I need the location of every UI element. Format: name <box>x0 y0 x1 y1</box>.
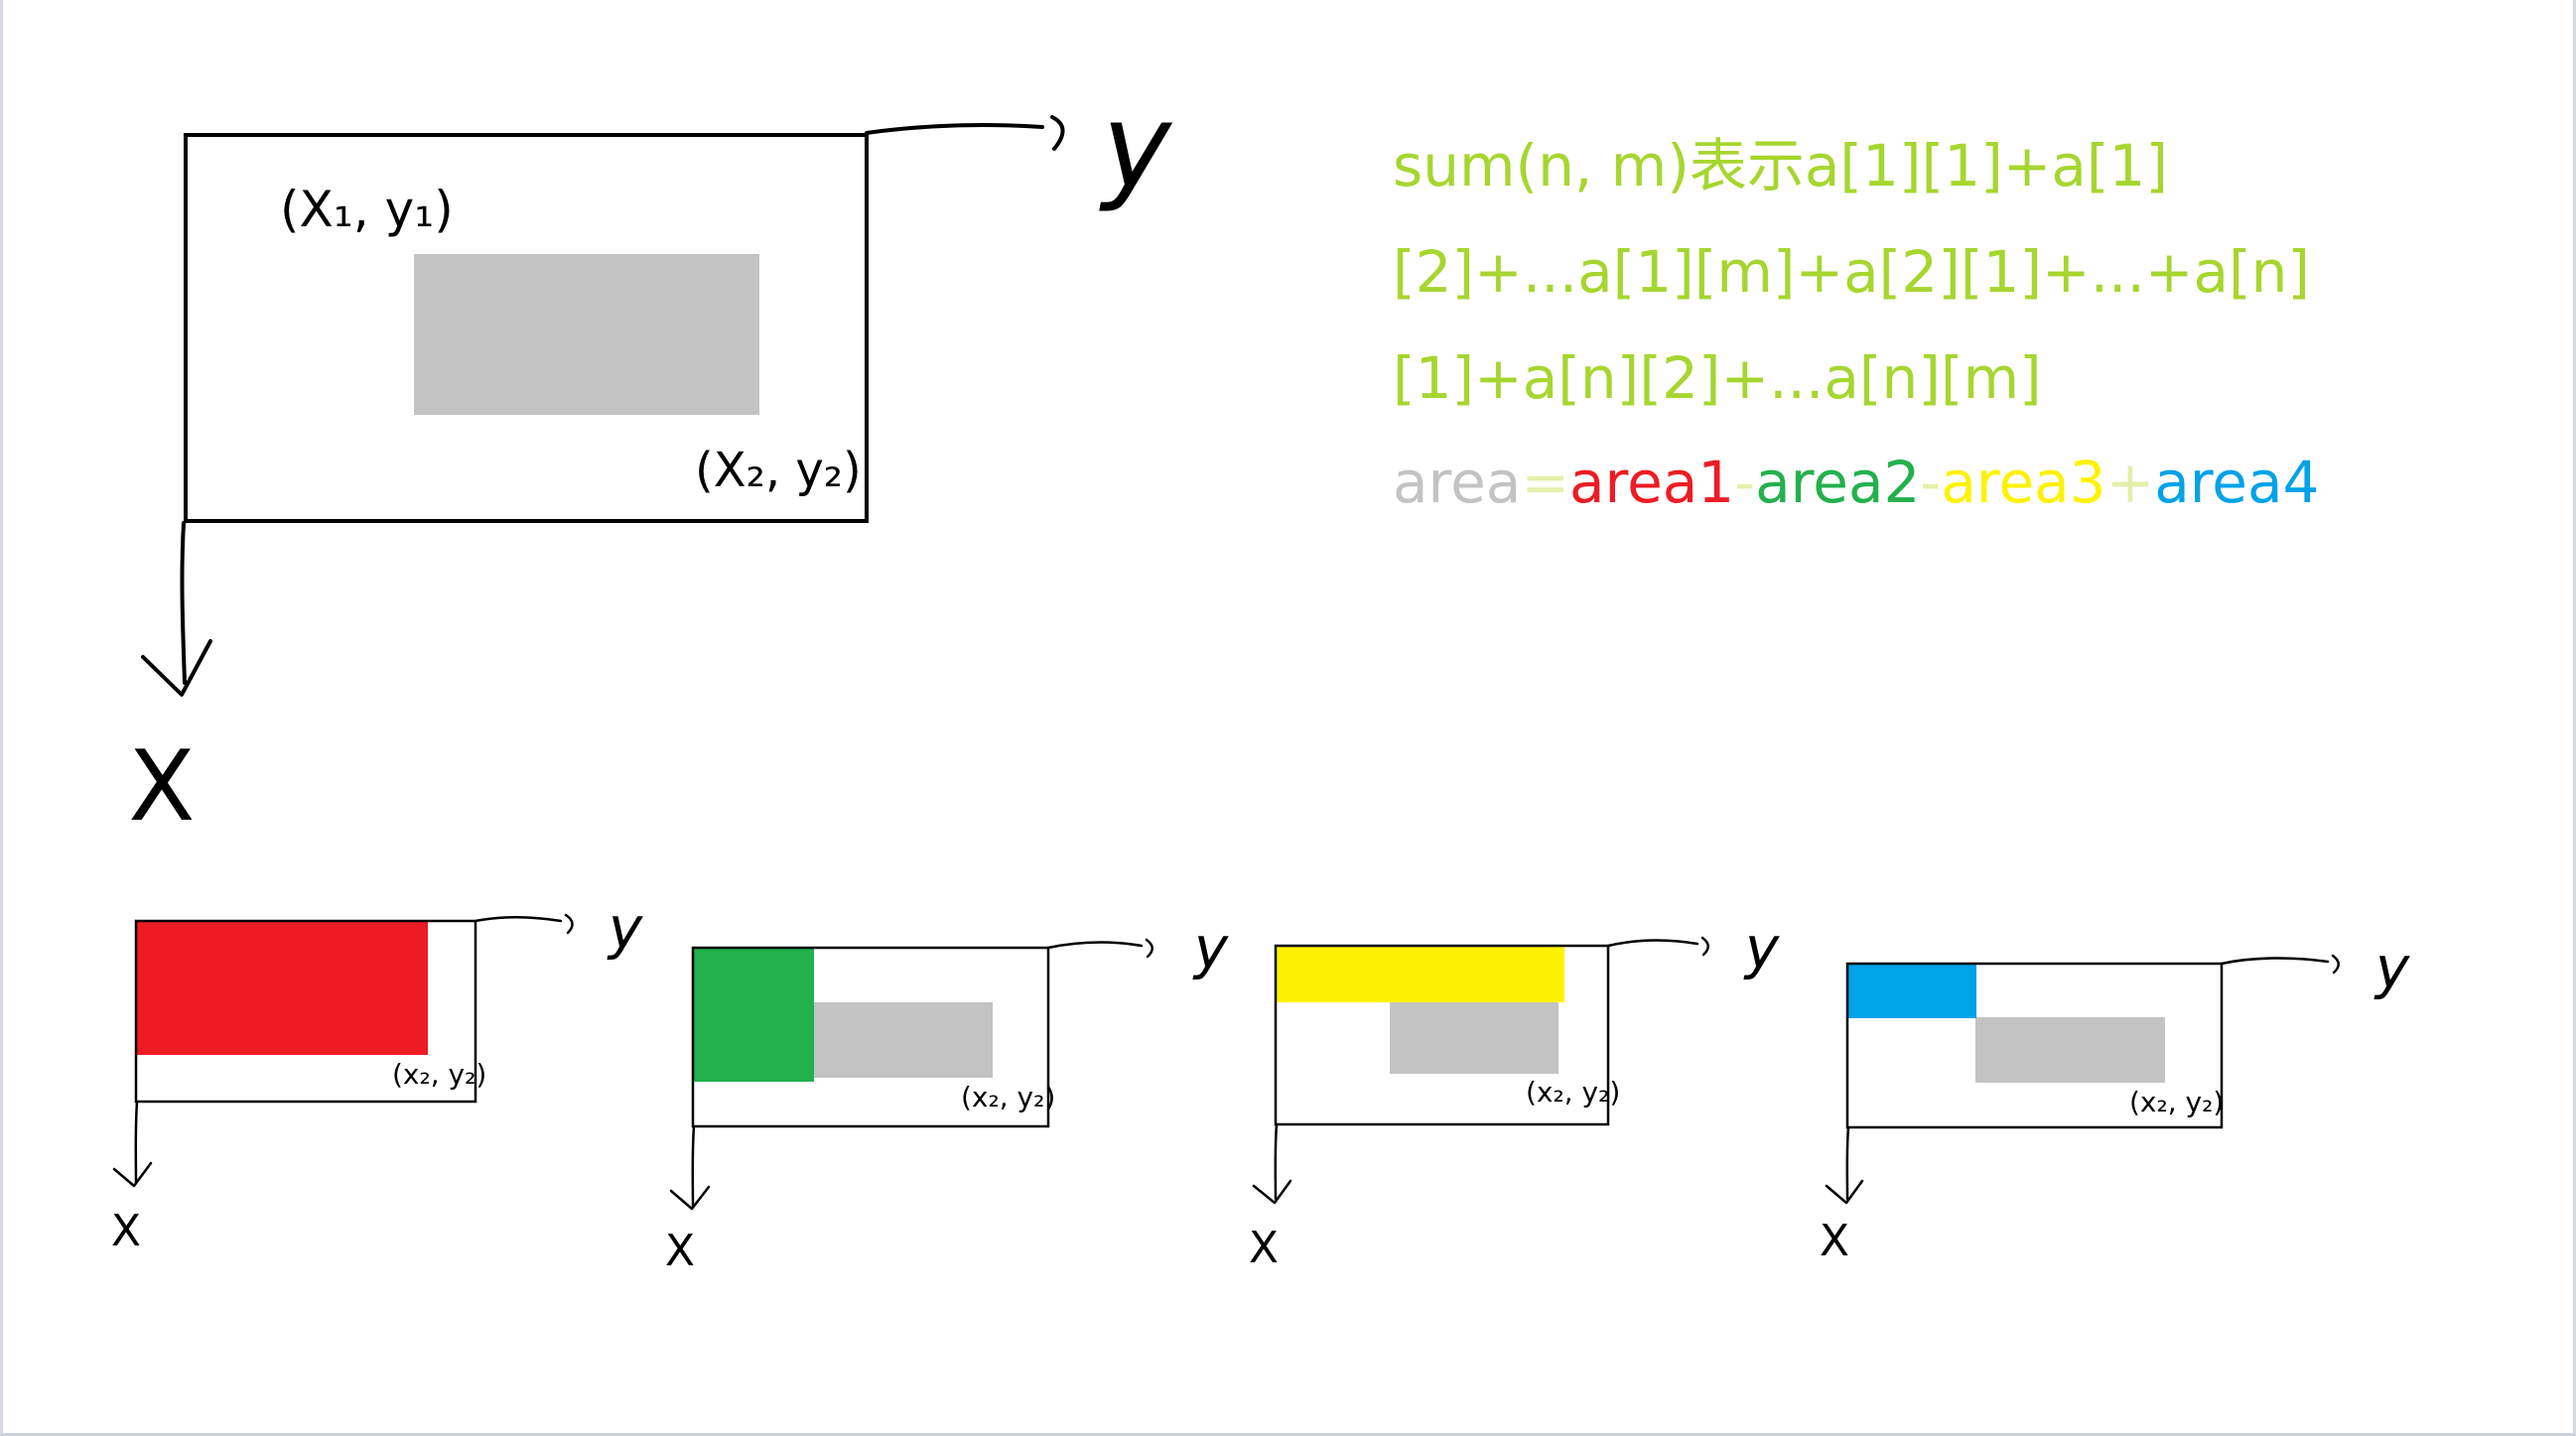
main-corner1-label: (X₁, y₁) <box>280 181 454 238</box>
panel-area3: y X (x₂, y₂) <box>1249 914 1780 1273</box>
panel2-y-axis-label: y <box>1192 914 1229 981</box>
panel3-highlight <box>1276 946 1564 1002</box>
panel3-corner-label: (x₂, y₂) <box>1526 1076 1620 1109</box>
panel1-y-axis-arrow <box>474 916 563 923</box>
panel3-x-axis-label: X <box>1249 1223 1279 1273</box>
panel4-corner-label: (x₂, y₂) <box>2129 1086 2224 1118</box>
main-query-area <box>414 254 759 415</box>
main-corner2-label: (X₂, y₂) <box>695 443 862 498</box>
panel-area1: y X (x₂, y₂) <box>111 894 643 1256</box>
panel2-corner-label: (x₂, y₂) <box>961 1081 1055 1113</box>
panel-area4: y X (x₂, y₂) <box>1820 934 2410 1266</box>
main-x-axis-arrow <box>180 521 187 685</box>
panel1-x-arrowhead <box>112 1161 153 1188</box>
panel2-highlight <box>693 948 814 1082</box>
main-y-axis-label: y <box>1099 77 1173 214</box>
panel2-query-area <box>813 1002 993 1078</box>
formula-line-1: sum(n, m)表示a[1][1]+a[1] <box>1393 132 2169 199</box>
main-y-arrowhead <box>1050 115 1065 151</box>
panel3-y-arrowhead <box>1700 936 1709 957</box>
panel2-grid-rect <box>691 946 1050 1128</box>
eq-minus-sign-2: - <box>1920 449 1942 516</box>
eq-area1-term: area1 <box>1568 449 1735 516</box>
panel4-query-area <box>1975 1017 2165 1083</box>
formula-line-3: [1]+a[n][2]+...a[n][m] <box>1393 344 2042 412</box>
panel1-x-axis-label: X <box>111 1206 141 1256</box>
panel3-y-axis-arrow <box>1606 939 1699 948</box>
panel3-x-arrowhead <box>1252 1179 1292 1205</box>
eq-area4-term: area4 <box>2154 449 2320 516</box>
panel3-grid-rect <box>1274 944 1610 1126</box>
area-equation: area=area1-area2-area3+area4 <box>1393 454 2319 511</box>
eq-area-term: area <box>1393 449 1522 516</box>
eq-area2-term: area2 <box>1755 449 1921 516</box>
panel4-highlight <box>1847 964 1976 1018</box>
panel2-x-axis-arrow <box>691 1124 696 1208</box>
panel4-x-axis-arrow <box>1845 1125 1850 1201</box>
panel-area2: y X (x₂, y₂) <box>665 914 1229 1276</box>
panel1-corner-label: (x₂, y₂) <box>392 1058 486 1091</box>
main-x-axis-label: X <box>128 730 195 844</box>
panel1-x-axis-arrow <box>134 1100 139 1185</box>
panel3-x-axis-arrow <box>1274 1122 1279 1201</box>
panel4-y-arrowhead <box>2331 954 2340 975</box>
main-figure: y X (X₁, y₁) (X₂, y₂) <box>128 77 1173 844</box>
panel4-grid-rect <box>1845 962 2224 1129</box>
panel4-y-axis-arrow <box>2220 957 2330 966</box>
eq-equals-sign: = <box>1521 449 1569 516</box>
panel4-x-axis-label: X <box>1820 1216 1849 1266</box>
panel4-y-axis-label: y <box>2373 934 2410 1001</box>
eq-area3-term: area3 <box>1941 449 2106 516</box>
panel3-query-area <box>1390 1002 1559 1074</box>
panel2-y-arrowhead <box>1145 938 1153 959</box>
panel2-y-axis-arrow <box>1046 941 1144 950</box>
main-y-axis-arrow <box>865 123 1044 135</box>
panel1-y-arrowhead <box>564 913 574 935</box>
eq-plus-sign: + <box>2105 449 2155 516</box>
panel2-x-axis-label: X <box>665 1226 695 1276</box>
formula-line-2: [2]+...a[1][m]+a[2][1]+...+a[n] <box>1393 238 2311 306</box>
panel2-x-arrowhead <box>669 1185 711 1211</box>
panel1-highlight <box>136 921 428 1055</box>
main-grid-rect <box>184 133 869 523</box>
panel1-y-axis-label: y <box>607 894 643 962</box>
eq-minus-sign-1: - <box>1734 449 1756 516</box>
panel3-y-axis-label: y <box>1743 914 1780 981</box>
main-x-arrowhead <box>141 639 212 697</box>
panel1-grid-rect <box>134 919 477 1104</box>
panel4-x-arrowhead <box>1825 1179 1864 1205</box>
